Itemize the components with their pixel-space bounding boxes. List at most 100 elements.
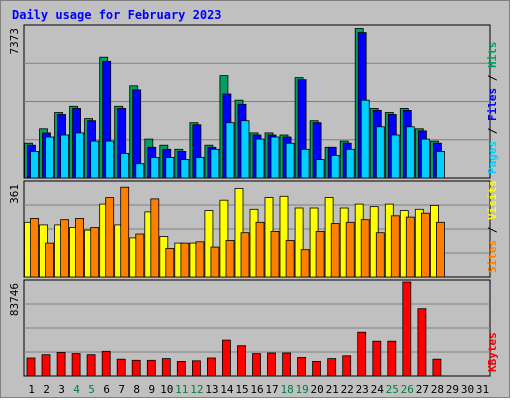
series-label-part: Sites xyxy=(486,240,499,273)
bar-sites xyxy=(135,233,145,278)
x-tick-label: 4 xyxy=(73,383,80,396)
bar-pages xyxy=(135,163,145,179)
bar-kbytes xyxy=(41,354,51,377)
x-tick-label: 5 xyxy=(88,383,95,396)
x-tick-label: 25 xyxy=(386,383,399,396)
bar-sites xyxy=(405,216,415,278)
bar-kbytes xyxy=(267,352,276,377)
x-tick-label: 30 xyxy=(461,383,474,396)
bar-kbytes xyxy=(116,358,126,377)
x-tick-label: 20 xyxy=(310,383,323,396)
bar-sites xyxy=(120,186,130,278)
series-label-part: Hits xyxy=(486,42,499,69)
x-tick-label: 8 xyxy=(133,383,140,396)
bar-pages xyxy=(75,132,84,179)
bar-sites xyxy=(435,221,445,278)
middle-panel: 361 Sites / Visits xyxy=(8,180,499,278)
series-label-part: / xyxy=(486,220,499,240)
x-tick-label: 17 xyxy=(265,383,278,396)
middle-ymax-label: 361 xyxy=(8,184,21,204)
bar-sites xyxy=(165,247,175,278)
x-tick-label: 29 xyxy=(446,383,459,396)
series-label-part: / xyxy=(486,121,499,141)
bar-visits xyxy=(294,207,304,278)
bar-kbytes xyxy=(131,359,141,377)
x-tick-label: 14 xyxy=(220,383,234,396)
bar-pages xyxy=(210,148,220,179)
top-ymax-label: 7373 xyxy=(8,28,21,55)
bar-sites xyxy=(225,240,235,278)
x-tick-label: 15 xyxy=(235,383,248,396)
bar-kbytes xyxy=(26,357,36,377)
bar-pages xyxy=(345,148,355,179)
series-label-part: / xyxy=(486,68,499,88)
x-tick-label: 23 xyxy=(356,383,369,396)
x-tick-label: 6 xyxy=(103,383,110,396)
bar-pages xyxy=(90,140,100,179)
x-tick-label: 2 xyxy=(43,383,50,396)
bar-sites xyxy=(90,227,100,278)
x-tick-label: 24 xyxy=(371,383,385,396)
bar-sites xyxy=(105,197,115,278)
bar-sites xyxy=(75,217,84,278)
bar-kbytes xyxy=(221,339,231,377)
bar-sites xyxy=(300,249,310,278)
bar-sites xyxy=(30,217,39,278)
bar-pages xyxy=(195,157,205,179)
bar-pages xyxy=(120,152,130,179)
middle-series-label: Sites / Visits xyxy=(486,180,499,273)
x-tick-label: 26 xyxy=(401,383,414,396)
bar-visits xyxy=(279,195,289,278)
bar-pages xyxy=(405,126,415,179)
bar-sites xyxy=(360,219,370,278)
x-tick-label: 10 xyxy=(160,383,173,396)
bar-kbytes xyxy=(101,350,111,377)
bar-sites xyxy=(285,240,295,278)
bar-pages xyxy=(285,142,295,179)
bar-kbytes xyxy=(206,357,216,377)
x-tick-label: 27 xyxy=(416,383,429,396)
bar-kbytes xyxy=(342,355,352,377)
x-tick-label: 21 xyxy=(326,383,339,396)
x-tick-label: 7 xyxy=(118,383,125,396)
bottom-ymax-label: 83746 xyxy=(8,283,21,316)
x-tick-label: 3 xyxy=(58,383,65,396)
bar-visits xyxy=(219,199,229,278)
bar-kbytes xyxy=(176,360,186,377)
bar-visits xyxy=(204,210,214,278)
bar-pages xyxy=(105,140,115,179)
bar-pages xyxy=(315,159,325,179)
bar-sites xyxy=(270,230,280,278)
bar-pages xyxy=(150,157,160,179)
bar-kbytes xyxy=(237,345,246,377)
bar-kbytes xyxy=(312,360,322,377)
bar-sites xyxy=(150,198,160,278)
x-tick-label: 13 xyxy=(205,383,218,396)
bar-kbytes xyxy=(417,308,427,377)
bar-pages xyxy=(240,120,250,179)
x-tick-label: 1 xyxy=(28,383,35,396)
bar-kbytes xyxy=(357,331,367,377)
bar-pages xyxy=(225,122,235,179)
bar-sites xyxy=(255,221,265,278)
bar-kbytes xyxy=(297,357,307,377)
bar-pages xyxy=(330,155,340,179)
x-tick-label: 12 xyxy=(190,383,203,396)
bar-pages xyxy=(390,134,400,179)
bar-sites xyxy=(330,223,340,278)
bar-pages xyxy=(300,148,310,179)
series-label-part: Visits xyxy=(486,180,499,220)
bar-kbytes xyxy=(282,352,292,377)
bar-sites xyxy=(210,246,220,278)
bar-sites xyxy=(240,232,250,278)
bar-kbytes xyxy=(56,351,66,377)
bar-kbytes xyxy=(402,281,412,377)
bar-sites xyxy=(180,242,190,278)
bar-sites xyxy=(45,242,54,278)
bar-kbytes xyxy=(252,353,261,377)
bar-pages xyxy=(60,134,69,179)
chart-title: Daily usage for February 2023 xyxy=(12,8,222,22)
bar-kbytes xyxy=(86,354,96,377)
bar-pages xyxy=(435,150,445,179)
